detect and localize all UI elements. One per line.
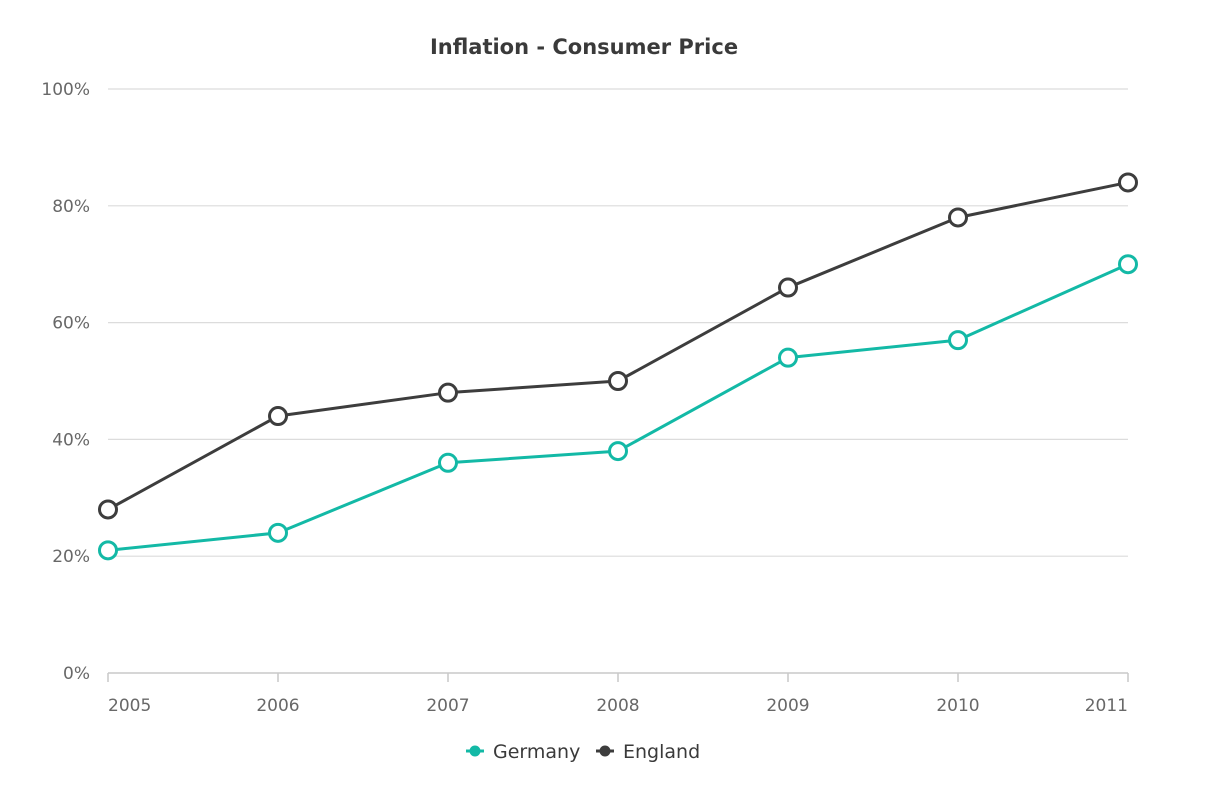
legend-marker-symbol xyxy=(469,745,481,757)
data-point[interactable] xyxy=(608,441,628,462)
series-line xyxy=(106,262,1130,552)
y-tick-label: 80% xyxy=(52,197,90,217)
data-point[interactable] xyxy=(268,406,288,427)
x-tick-label: 2008 xyxy=(596,696,639,716)
series-england xyxy=(98,172,1138,520)
chart-title: Inflation - Consumer Price xyxy=(430,35,738,59)
data-point[interactable] xyxy=(1118,254,1138,275)
data-point[interactable] xyxy=(438,382,458,403)
y-axis-tick-labels: 0% 20% 40% 60% 80% 100% xyxy=(41,80,90,684)
gridlines xyxy=(108,88,1128,557)
x-tick-label: 2010 xyxy=(936,696,979,716)
y-tick-label: 20% xyxy=(52,547,90,567)
series-lines xyxy=(98,172,1138,561)
data-point[interactable] xyxy=(948,330,968,351)
legend: Germany England xyxy=(466,741,700,763)
data-point[interactable] xyxy=(948,207,968,228)
y-tick-label: 40% xyxy=(52,430,90,450)
x-tick-label: 2009 xyxy=(766,696,809,716)
data-point[interactable] xyxy=(608,371,628,391)
x-tick-label: 2007 xyxy=(426,696,469,716)
legend-item-england[interactable]: England xyxy=(596,741,700,763)
y-tick-label: 100% xyxy=(41,80,90,100)
data-point[interactable] xyxy=(98,499,118,520)
x-tick-label: 2006 xyxy=(256,696,299,716)
data-point[interactable] xyxy=(268,522,288,543)
legend-item-germany[interactable]: Germany xyxy=(466,741,580,763)
x-tick-label: 2005 xyxy=(108,696,151,716)
y-tick-label: 60% xyxy=(52,314,90,334)
data-point[interactable] xyxy=(98,540,118,561)
series-germany xyxy=(98,254,1138,561)
data-point[interactable] xyxy=(1118,172,1138,193)
legend-label: England xyxy=(623,741,700,763)
legend-marker-symbol xyxy=(599,745,611,757)
data-point[interactable] xyxy=(438,452,458,473)
y-tick-label: 0% xyxy=(63,664,90,684)
data-point[interactable] xyxy=(778,277,798,298)
data-point[interactable] xyxy=(778,347,798,368)
x-tick-label: 2011 xyxy=(1085,696,1128,716)
x-axis xyxy=(107,672,1129,682)
x-axis-tick-labels: 2005 2006 2007 2008 2009 2010 2011 xyxy=(108,696,1128,716)
legend-label: Germany xyxy=(493,741,580,763)
